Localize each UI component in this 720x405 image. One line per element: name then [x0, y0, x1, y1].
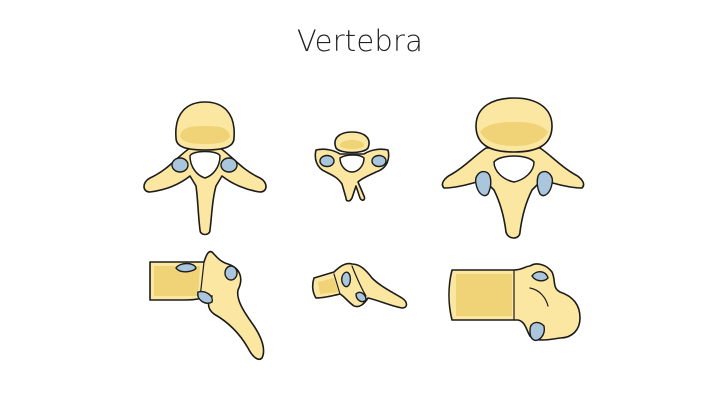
- thoracic-vertebra-side-view: [149, 250, 265, 361]
- slide-title: Vertebra: [296, 24, 424, 58]
- lumbar-vertebra-top-view: [441, 97, 585, 239]
- lumbar-vertebra-side-view: [448, 263, 581, 342]
- cervical-vertebra-side-view: [311, 262, 408, 309]
- thoracic-vertebra-top-view: [143, 101, 267, 236]
- cervical-vertebra-top-view: [314, 131, 390, 202]
